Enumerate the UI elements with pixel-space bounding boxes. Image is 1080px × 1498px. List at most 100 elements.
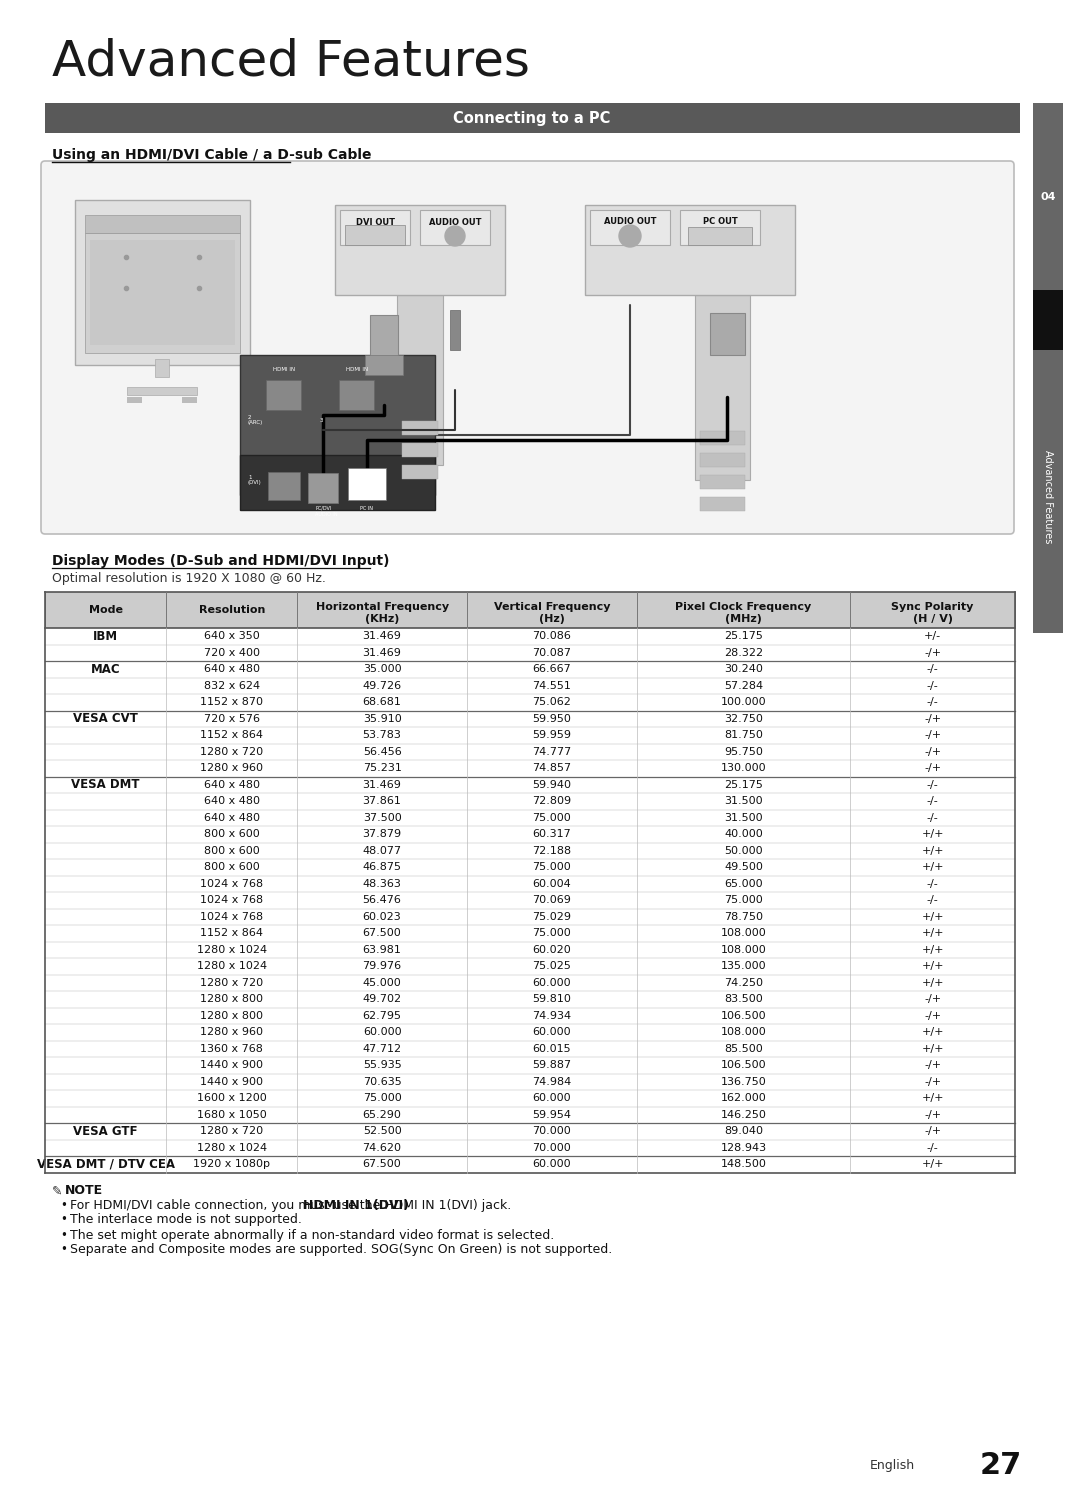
Bar <box>397 295 443 464</box>
Text: VESA DMT / DTV CEA: VESA DMT / DTV CEA <box>37 1158 175 1171</box>
Text: 75.029: 75.029 <box>532 912 571 921</box>
Text: 1440 x 900: 1440 x 900 <box>200 1077 264 1086</box>
Text: (H / V): (H / V) <box>913 614 953 625</box>
Text: 1
(DVI): 1 (DVI) <box>248 475 261 485</box>
Text: Separate and Composite modes are supported. SOG(Sync On Green) is not supported.: Separate and Composite modes are support… <box>70 1243 612 1257</box>
Text: AUDIO OUT: AUDIO OUT <box>604 217 657 226</box>
Text: DVI OUT: DVI OUT <box>355 219 394 228</box>
Text: The set might operate abnormally if a non-standard video format is selected.: The set might operate abnormally if a no… <box>70 1228 554 1242</box>
Text: 28.322: 28.322 <box>724 647 762 658</box>
Text: 1280 x 1024: 1280 x 1024 <box>197 962 267 971</box>
Text: -/-: -/- <box>927 879 939 888</box>
Bar <box>45 644 1015 661</box>
Text: 640 x 350: 640 x 350 <box>204 631 259 641</box>
Text: Mode: Mode <box>89 605 123 616</box>
Text: VESA DMT: VESA DMT <box>71 779 140 791</box>
Text: 67.500: 67.500 <box>363 929 402 938</box>
Text: 74.857: 74.857 <box>532 764 571 773</box>
Text: Pixel Clock Frequency: Pixel Clock Frequency <box>675 602 811 613</box>
Text: 31.500: 31.500 <box>724 813 762 822</box>
Text: 1680 x 1050: 1680 x 1050 <box>197 1110 267 1119</box>
Bar <box>370 315 399 360</box>
Text: 37.861: 37.861 <box>363 797 402 806</box>
Bar <box>348 467 386 500</box>
Text: +/+: +/+ <box>921 863 944 872</box>
Text: 800 x 600: 800 x 600 <box>204 830 259 839</box>
Text: +/+: +/+ <box>921 929 944 938</box>
Text: 32.750: 32.750 <box>724 713 762 724</box>
Circle shape <box>445 226 465 246</box>
Text: VESA GTF: VESA GTF <box>73 1125 138 1138</box>
Text: 800 x 600: 800 x 600 <box>204 846 259 855</box>
Text: 108.000: 108.000 <box>720 929 767 938</box>
Bar <box>45 1058 1015 1074</box>
Text: 640 x 480: 640 x 480 <box>204 780 259 789</box>
Text: 59.959: 59.959 <box>532 730 571 740</box>
Bar <box>339 380 374 410</box>
Text: 35.000: 35.000 <box>363 664 402 674</box>
Bar <box>45 891 1015 908</box>
Text: MAC: MAC <box>91 662 121 676</box>
Text: 31.500: 31.500 <box>724 797 762 806</box>
Text: 1360 x 768: 1360 x 768 <box>200 1044 264 1053</box>
Bar <box>688 228 752 246</box>
Text: 37.500: 37.500 <box>363 813 402 822</box>
Text: -/+: -/+ <box>924 730 941 740</box>
Bar <box>45 628 1015 644</box>
Text: 25.175: 25.175 <box>724 631 762 641</box>
Bar <box>45 924 1015 942</box>
Text: 49.726: 49.726 <box>363 680 402 691</box>
Text: 74.984: 74.984 <box>532 1077 571 1086</box>
Text: •: • <box>60 1228 67 1242</box>
Text: (Hz): (Hz) <box>539 614 565 625</box>
Bar <box>700 431 745 445</box>
Text: 75.000: 75.000 <box>363 1094 402 1103</box>
Text: +/+: +/+ <box>921 830 944 839</box>
Text: -/+: -/+ <box>924 1110 941 1119</box>
Text: Vertical Frequency: Vertical Frequency <box>494 602 610 613</box>
Text: Display Modes (D-Sub and HDMI/DVI Input): Display Modes (D-Sub and HDMI/DVI Input) <box>52 554 390 568</box>
Text: 56.456: 56.456 <box>363 746 402 756</box>
Text: -/-: -/- <box>927 1143 939 1153</box>
Text: 75.000: 75.000 <box>532 813 571 822</box>
Text: 1280 x 960: 1280 x 960 <box>200 764 264 773</box>
Text: ✎: ✎ <box>52 1185 63 1197</box>
Text: 46.875: 46.875 <box>363 863 402 872</box>
Text: English: English <box>870 1459 915 1473</box>
Text: +/+: +/+ <box>921 1159 944 1170</box>
Text: 49.500: 49.500 <box>724 863 762 872</box>
Text: Resolution: Resolution <box>199 605 265 616</box>
Text: 47.712: 47.712 <box>363 1044 402 1053</box>
Text: 106.500: 106.500 <box>720 1061 766 1070</box>
Text: 720 x 576: 720 x 576 <box>204 713 259 724</box>
Text: 60.000: 60.000 <box>532 978 571 987</box>
Text: 640 x 480: 640 x 480 <box>204 664 259 674</box>
Bar <box>45 959 1015 975</box>
Bar <box>1032 103 1063 291</box>
Text: 60.000: 60.000 <box>532 1028 571 1037</box>
Text: -/-: -/- <box>927 813 939 822</box>
Text: +/+: +/+ <box>921 846 944 855</box>
Text: 108.000: 108.000 <box>720 945 767 954</box>
Text: 75.025: 75.025 <box>532 962 571 971</box>
Bar <box>45 1091 1015 1107</box>
Text: 146.250: 146.250 <box>720 1110 767 1119</box>
Text: +/+: +/+ <box>921 1094 944 1103</box>
Bar <box>700 475 745 488</box>
Text: 1280 x 960: 1280 x 960 <box>200 1028 264 1037</box>
Text: 1920 x 1080p: 1920 x 1080p <box>193 1159 270 1170</box>
Bar <box>45 858 1015 875</box>
Text: -/-: -/- <box>927 680 939 691</box>
Text: 74.250: 74.250 <box>724 978 762 987</box>
Text: 65.000: 65.000 <box>724 879 762 888</box>
Bar <box>85 216 240 234</box>
Text: Sync Polarity: Sync Polarity <box>891 602 974 613</box>
Text: 1280 x 800: 1280 x 800 <box>200 995 264 1004</box>
Text: 1152 x 870: 1152 x 870 <box>200 697 264 707</box>
Text: 37.879: 37.879 <box>363 830 402 839</box>
Bar <box>710 313 745 355</box>
Text: 68.681: 68.681 <box>363 697 402 707</box>
Bar <box>45 710 1015 727</box>
Text: 75.000: 75.000 <box>532 929 571 938</box>
Text: 108.000: 108.000 <box>720 1028 767 1037</box>
